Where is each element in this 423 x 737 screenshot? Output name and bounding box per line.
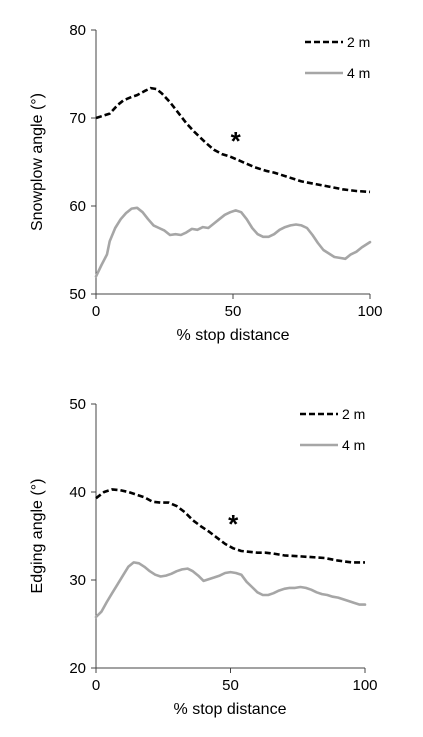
x-axis-title: % stop distance (174, 701, 287, 718)
x-axis-title: % stop distance (177, 327, 290, 344)
y-axis-title: Snowplow angle (°) (29, 93, 46, 231)
y-tick-label: 30 (69, 572, 86, 589)
legend-label: 2 m (342, 406, 365, 422)
y-tick-label: 20 (69, 660, 86, 677)
y-axis-title: Edging angle (°) (29, 479, 46, 594)
series-line-4m (94, 206, 372, 278)
x-tick-label: 50 (225, 303, 242, 320)
y-tick-label: 60 (69, 198, 86, 215)
legend-label: 2 m (347, 34, 370, 50)
y-tick-label: 50 (69, 286, 86, 303)
snowplow-angle-chart: Snowplow angle (°) % stop distance 50 60 7… (29, 22, 383, 344)
series-line-2m (95, 86, 371, 194)
y-tick-label: 50 (69, 396, 86, 413)
x-tick-label: 0 (92, 303, 100, 320)
x-tick-label: 0 (92, 677, 100, 694)
series-line-4m (94, 561, 367, 619)
x-tick-label: 100 (357, 303, 382, 320)
x-tick-label: 100 (352, 677, 377, 694)
significance-asterisk: * (231, 126, 242, 156)
edging-angle-chart: Edging angle (°) % stop distance 20 30 40 5… (29, 396, 378, 718)
legend-label: 4 m (342, 437, 365, 453)
significance-asterisk: * (228, 509, 239, 539)
y-tick-label: 40 (69, 484, 86, 501)
x-tick-label: 50 (222, 677, 239, 694)
y-tick-label: 70 (69, 110, 86, 127)
y-tick-label: 80 (69, 22, 86, 39)
legend-label: 4 m (347, 65, 370, 81)
